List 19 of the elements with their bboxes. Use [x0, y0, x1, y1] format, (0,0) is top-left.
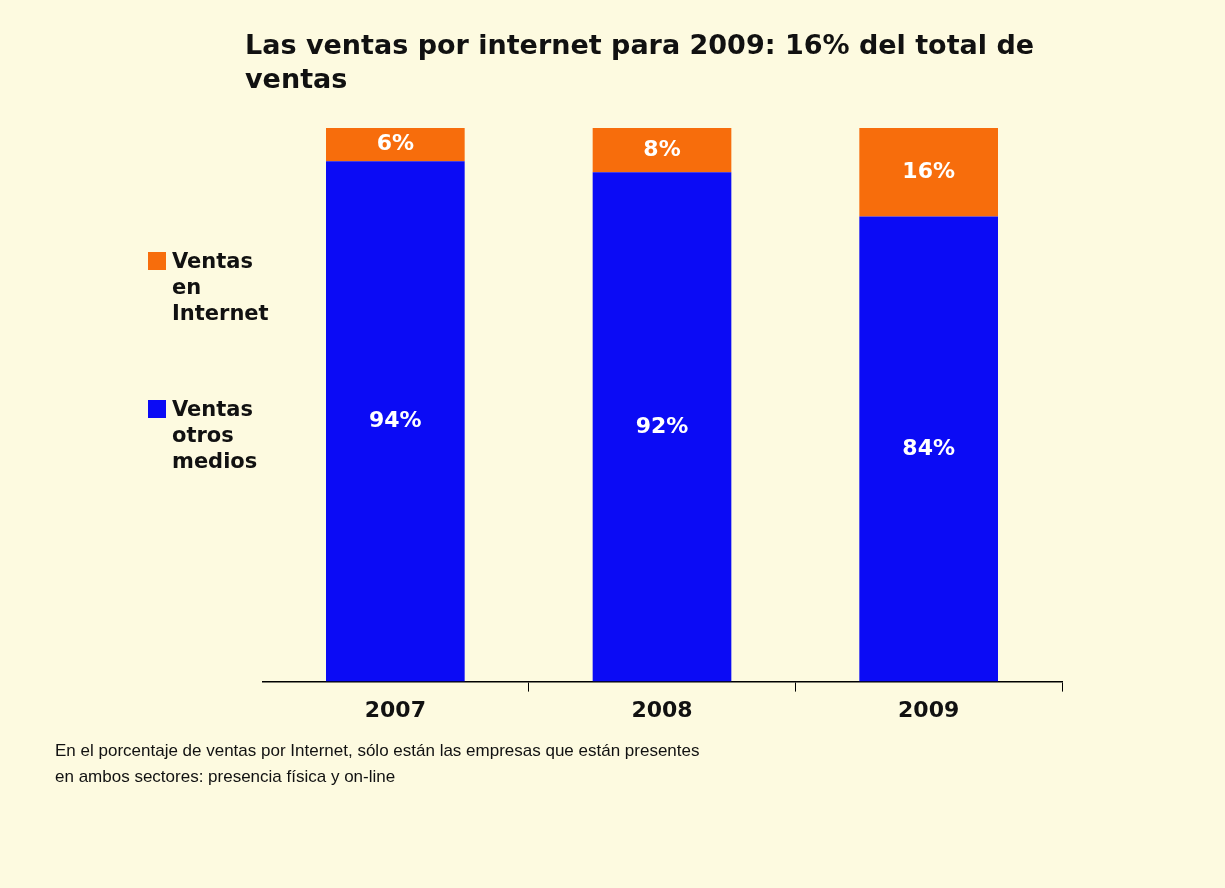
x-tick-label: 2007	[364, 696, 426, 722]
data-label: 6%	[376, 130, 415, 156]
x-tick-label: 2008	[631, 696, 693, 722]
bar	[592, 128, 732, 173]
legend-label: Ventas otros medios	[172, 396, 259, 474]
data-label: 94%	[369, 407, 422, 433]
x-tick-label: 2009	[898, 696, 960, 722]
data-label: 84%	[902, 434, 955, 460]
bar	[859, 128, 998, 217]
bar	[859, 216, 998, 682]
chart-title: Las ventas por internet para 2009: 16% del total de ventas	[245, 28, 1036, 96]
legend-label: Ventas en Internet	[172, 248, 270, 326]
bar	[326, 128, 465, 162]
text: En el porcentaje de ventas por Internet, sólo están las empresas que están presentes en ambos sectores: presencia física y on-line	[55, 740, 701, 788]
data-label: 92%	[635, 412, 689, 438]
data-label: 8%	[643, 135, 681, 161]
bar	[326, 161, 465, 682]
bar	[592, 172, 732, 682]
data-label: 16%	[902, 158, 955, 184]
